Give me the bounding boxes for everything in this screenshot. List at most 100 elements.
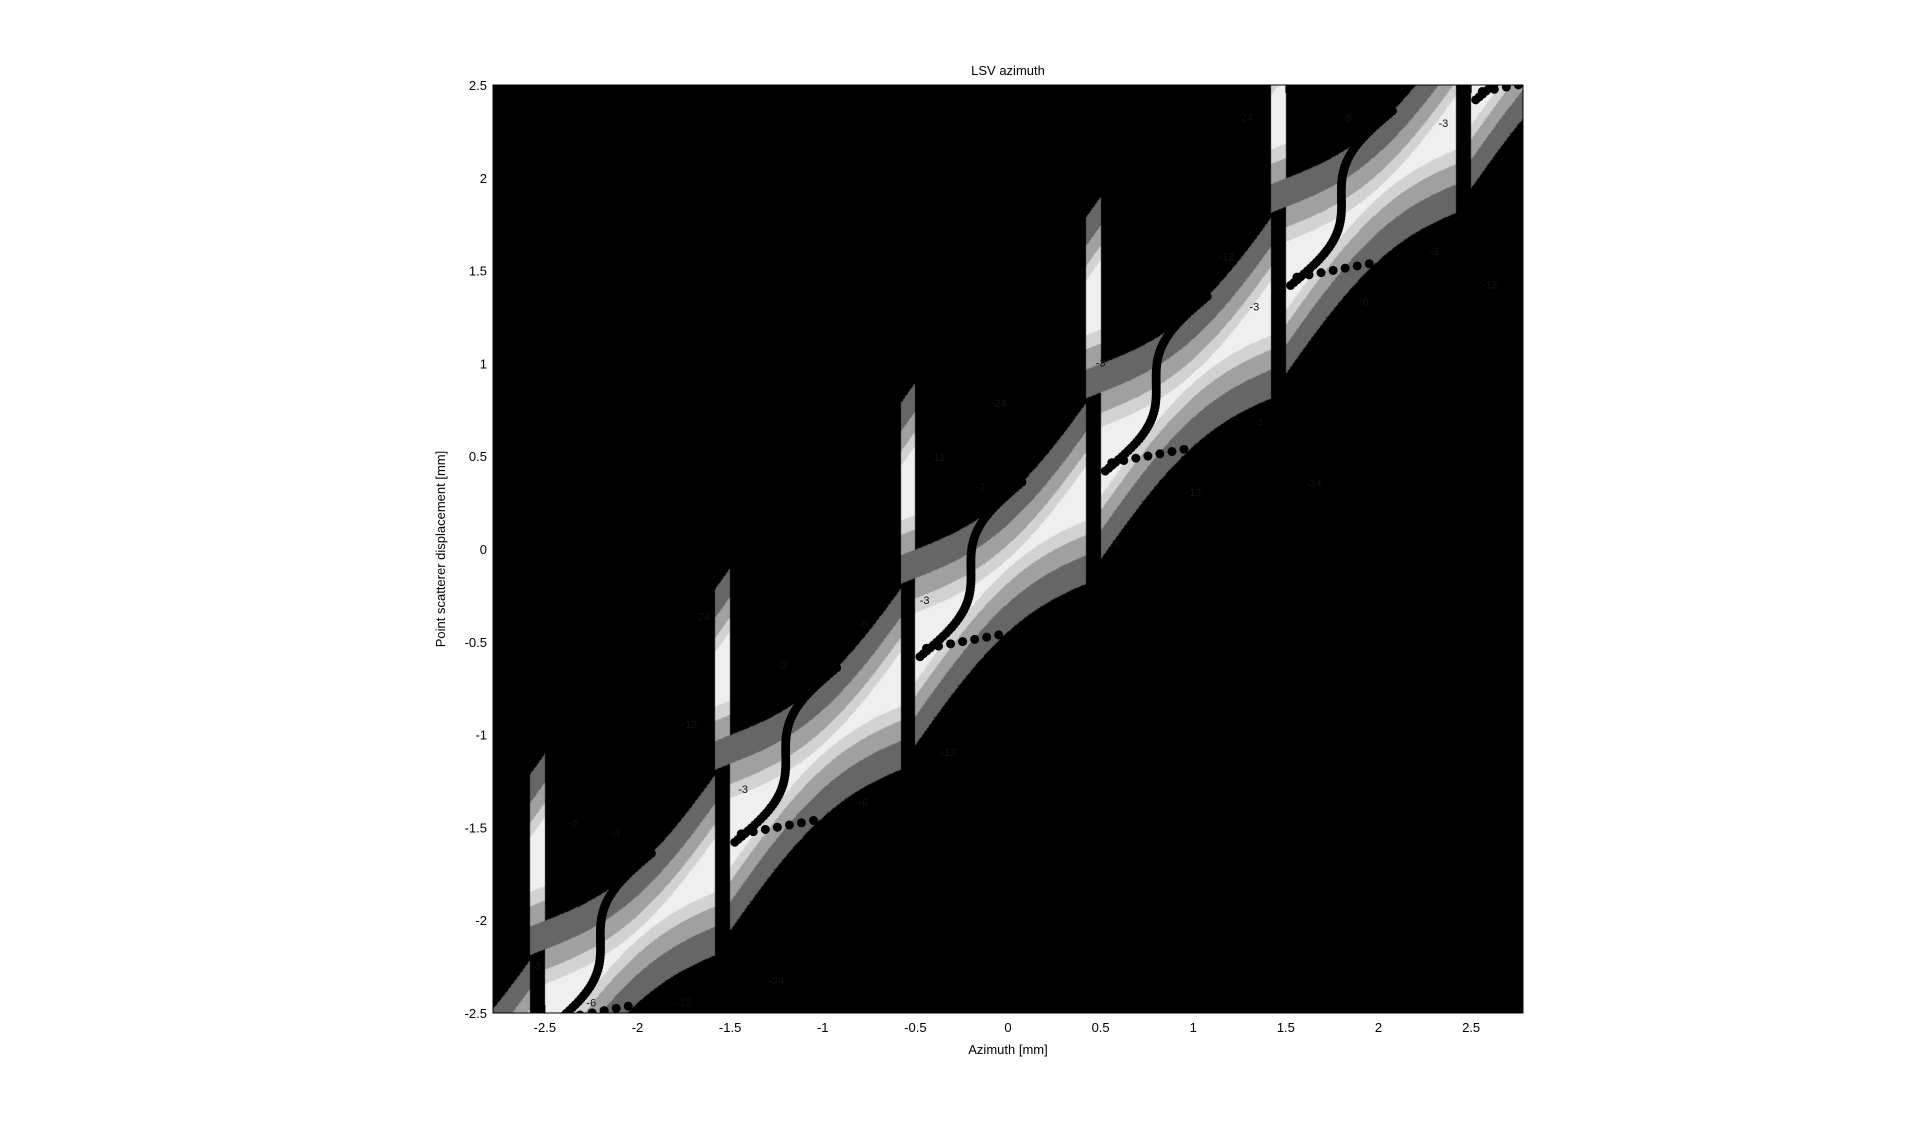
contour-label: -6 [1111,539,1121,551]
y-tick-label: 0 [480,542,487,557]
scatter-point [1501,85,1511,92]
contour-label: -6 [859,619,869,631]
x-tick-label: 2 [1375,1020,1382,1035]
contour-label: -3 [1096,357,1106,369]
x-axis-title: Azimuth [mm] [968,1042,1047,1057]
contour-label: -12 [1185,487,1201,499]
contour-label: -12 [941,747,957,759]
scatter-point [970,634,980,644]
contour-label: -12 [1482,279,1498,291]
scatter-point [623,1001,633,1011]
y-axis-title: Point scatterer displacement [mm] [433,451,448,648]
contour-label: -12 [681,719,697,731]
contour-label: -24 [694,612,710,624]
x-tick-label: -1.5 [719,1020,741,1035]
contour-label: -3 [610,827,620,839]
y-tick-label: -1.5 [465,820,487,835]
x-tick-label: 0.5 [1092,1020,1110,1035]
y-tick-label: 2.5 [469,78,487,93]
scatter-point [1340,263,1350,273]
contour-label: -24 [1237,112,1253,124]
contour-label: -6 [1342,112,1352,124]
contour-label: -6 [859,797,869,809]
scatter-point [1364,259,1374,269]
contour-label: -12 [930,452,946,464]
x-tick-label: -2 [632,1020,644,1035]
x-tick-label: -2.5 [534,1020,556,1035]
contour-label: -12 [1219,252,1235,264]
scatter-point [1494,75,1503,84]
scatter-point [1167,447,1177,457]
scatter-point [576,1010,585,1013]
y-tick-label: 1.5 [469,264,487,279]
scatter-point [1352,261,1362,271]
contour-label: -24 [1306,478,1322,490]
y-tick-label: -1 [475,728,487,743]
scatter-point [1526,78,1535,87]
scatter-point [958,637,968,647]
x-axis: -2.5 -2 -1.5 -1 -0.5 0 0.5 1 1.5 2 2.5 [534,85,1480,1035]
y-axis: -2.5 -2 -1.5 -1 -0.5 0 0.5 1 1.5 2 2.5 [465,78,1523,1021]
scatter-point [784,820,794,830]
x-tick-label: 1 [1190,1020,1197,1035]
x-tick-label: 2.5 [1462,1020,1480,1035]
contour-label: -24 [768,975,784,987]
scatter-point [772,822,782,832]
scatter-point [946,639,956,649]
scatter-point [982,632,992,642]
contour-label: -6 [568,818,578,830]
scatter-point [1316,268,1326,278]
contour-label: -24 [991,398,1007,410]
contour-label: -3 [975,482,985,494]
scatter-point [1202,292,1212,302]
contour-labels: -3 -3 -6 -6 -12 -24 -3 -3 -6 -6 -12 -12 -24 -3 -3 -6 -12… [531,112,1498,1009]
scatter-point [994,630,1004,640]
scatter-point [646,848,656,858]
contour-label: -3 [1253,417,1263,429]
scatter-point [1017,477,1027,487]
contour-label: -6 [1359,296,1369,308]
contour-label: -3 [920,595,930,607]
y-tick-label: 2 [480,171,487,186]
y-tick-label: -2.5 [465,1006,487,1021]
scatter-point [1179,444,1189,454]
contour-label: -3 [1438,118,1448,130]
scatter-point [760,824,770,834]
scatter-point [1387,106,1397,116]
contour-label: -3 [1429,246,1439,258]
scatter-point [599,1006,609,1013]
y-tick-label: -2 [475,913,487,928]
contour-label: -12 [676,998,692,1010]
scatter-point [1497,72,1506,81]
x-tick-label: -1 [817,1020,829,1035]
scatter-series [555,72,1535,1024]
scatter-point [566,1012,570,1013]
contour-label: -3 [738,784,748,796]
scatter-point [1131,453,1141,463]
scatter-point [1155,449,1165,459]
contour-label: -3 [777,660,787,672]
chart-title: LSV azimuth [971,63,1045,78]
y-tick-label: -0.5 [465,635,487,650]
scatter-point [832,663,842,673]
x-tick-label: 1.5 [1277,1020,1295,1035]
x-tick-label: -0.5 [904,1020,926,1035]
scatter-point [1513,85,1523,90]
contour-label: -6 [586,998,596,1010]
contour-label: -3 [531,961,541,973]
scatter-point [1492,85,1500,87]
scatter-point [555,1015,564,1024]
contour-fill-image [493,85,1523,1013]
y-tick-label: 0.5 [469,449,487,464]
scatter-point [796,818,806,828]
x-tick-label: 0 [1004,1020,1011,1035]
scatter-point [1143,451,1153,461]
scatter-point [1328,265,1338,275]
contour-label: -3 [1249,302,1259,314]
y-tick-label: 1 [480,356,487,371]
scatter-point [587,1008,597,1013]
plot-area: -3 -3 -6 -6 -12 -24 -3 -3 -6 -6 -12 -12 -24 -3 -3 -6 -12… [493,72,1535,1024]
scatter-point [611,1003,621,1013]
scatter-point [808,816,818,826]
